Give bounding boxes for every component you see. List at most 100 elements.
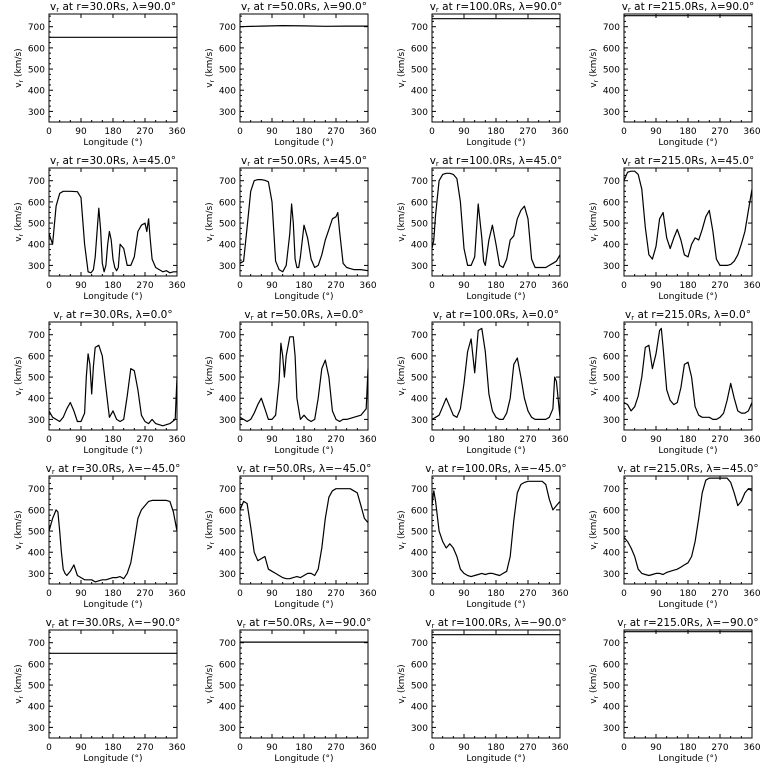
y-axis-label-unit: (km/s) [397,510,407,542]
x-tick-label: 180 [487,743,504,753]
y-axis-label-subscript: r [18,79,25,82]
panel-title-subscript: r [243,468,246,476]
y-axis-label-unit: (km/s) [14,510,24,542]
panel-title-text: at r=215.0Rs, λ=45.0° [631,155,754,167]
y-tick-label: 500 [28,528,45,538]
x-tick-label: 180 [679,435,696,445]
y-axis-label: vr (km/s) [397,510,408,549]
x-tick-label: 0 [237,281,243,291]
y-axis-label-subscript: r [18,233,25,236]
x-tick-label: 90 [650,127,662,137]
y-tick-label: 300 [219,108,236,118]
y-tick-label: 600 [28,660,45,670]
y-axis-label-subscript: r [209,387,216,390]
x-tick-label: 0 [237,435,243,445]
x-tick-label: 360 [743,435,760,445]
y-axis-label-unit: (km/s) [589,664,599,696]
y-axis-label-unit: (km/s) [397,356,407,388]
x-tick-label: 270 [711,281,728,291]
panel-title-text: at r=100.0Rs, λ=90.0° [439,1,562,13]
chart-panel: vr at r=215.0Rs, λ=0.0°0 90 180 270 36030040… [589,309,761,456]
plot-frame [239,475,369,585]
chart-panel: vr at r=30.0Rs, λ=−90.0°0 90 180 270 3603004… [14,617,186,764]
x-tick-label: 90 [458,127,470,137]
x-tick-label: 360 [359,281,376,291]
y-tick-label: 500 [603,682,620,692]
y-axis-label-v: v [589,698,599,704]
x-tick-label: 270 [711,127,728,137]
x-tick-label: 180 [679,743,696,753]
y-tick-label: 600 [28,198,45,208]
x-axis-label: Longitude (°) [466,600,525,610]
panel-title-text: at r=100.0Rs, λ=45.0° [439,155,562,167]
y-tick-label: 400 [28,241,45,251]
y-axis-label-subscript: r [593,79,600,82]
x-tick-label: 270 [711,589,728,599]
y-axis-label-v: v [589,544,599,550]
x-axis-label: Longitude (°) [466,138,525,148]
y-tick-label: 300 [603,570,620,580]
y-axis-label: vr (km/s) [397,48,408,87]
y-tick-label: 600 [28,352,45,362]
series-line [48,499,178,583]
panel-title-subscript: r [52,468,55,476]
y-axis-label: vr (km/s) [14,202,25,241]
y-tick-label: 300 [411,108,428,118]
y-axis-label-subscript: r [209,233,216,236]
y-tick-label: 600 [411,352,428,362]
series-line [431,172,561,269]
chart-panel: vr at r=50.0Rs, λ=0.0°0 90 180 270 360300400… [205,309,377,456]
y-tick-label: 300 [219,570,236,580]
x-tick-label: 0 [237,589,243,599]
panel-title-v: v [46,617,52,629]
y-tick-label: 700 [411,177,428,187]
y-tick-label: 700 [219,639,236,649]
y-tick-label: 500 [219,528,236,538]
x-tick-label: 360 [551,281,568,291]
panel-title-text: at r=30.0Rs, λ=−90.0° [55,617,181,629]
y-tick-label: 400 [603,241,620,251]
x-tick-label: 0 [621,743,627,753]
series-line [239,488,369,580]
y-tick-label: 500 [603,374,620,384]
y-axis-label: vr (km/s) [14,356,25,395]
x-axis-label: Longitude (°) [658,138,717,148]
y-axis-label-subscript: r [18,387,25,390]
y-axis-label-subscript: r [593,233,600,236]
panel-title-v: v [433,309,439,321]
y-tick-label: 300 [603,724,620,734]
y-tick-label: 400 [28,87,45,97]
x-tick-label: 360 [168,589,185,599]
panel-title: vr at r=215.0Rs, λ=45.0° [622,155,755,168]
x-axis-label: Longitude (°) [274,754,333,764]
y-axis-label-unit: (km/s) [205,510,215,542]
plot-frame [431,629,561,739]
panel-title-subscript: r [628,160,631,168]
panel-title-subscript: r [439,314,442,322]
x-tick-label: 360 [551,589,568,599]
y-tick-label: 500 [603,220,620,230]
x-tick-label: 360 [743,589,760,599]
series-line [239,25,368,28]
x-tick-label: 270 [136,127,153,137]
y-axis-label: vr (km/s) [397,356,408,395]
x-tick-label: 90 [75,743,87,753]
series-line [431,480,561,578]
plot-frame [431,475,561,585]
y-tick-label: 400 [411,549,428,559]
y-axis-label-v: v [205,544,215,550]
x-tick-label: 360 [168,281,185,291]
x-axis-label: Longitude (°) [83,600,142,610]
y-axis-label: vr (km/s) [14,664,25,703]
panel-title-subscript: r [628,6,631,14]
x-tick-label: 270 [327,435,344,445]
panel-title: vr at r=50.0Rs, λ=−45.0° [237,463,372,476]
panel-title-v: v [46,463,52,475]
x-tick-label: 180 [487,281,504,291]
y-tick-label: 700 [603,639,620,649]
x-tick-label: 180 [487,589,504,599]
y-tick-label: 400 [28,703,45,713]
y-tick-label: 500 [28,220,45,230]
x-tick-label: 0 [237,743,243,753]
x-tick-label: 0 [429,435,435,445]
